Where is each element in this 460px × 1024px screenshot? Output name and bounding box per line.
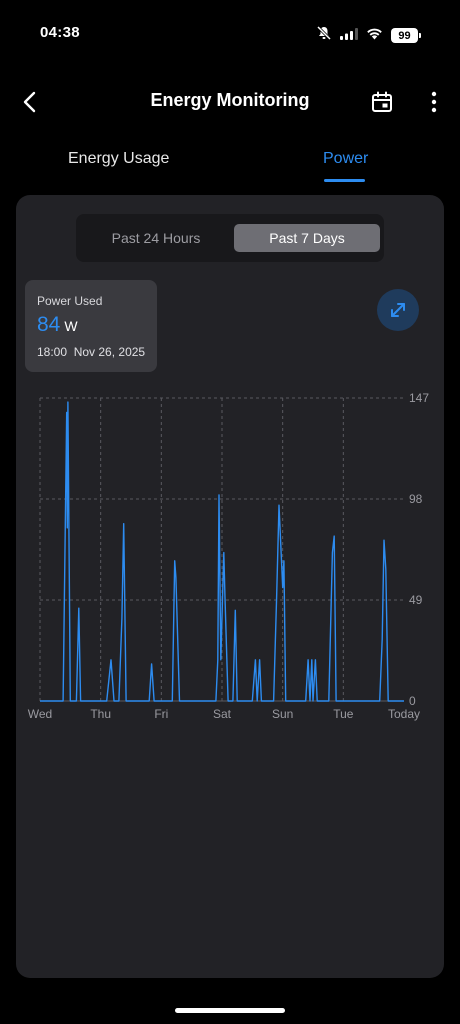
status-bar: 04:38 99 [0, 0, 460, 66]
x-tick-label: Sat [213, 707, 232, 721]
more-options-button[interactable] [422, 88, 446, 116]
x-tick-label: Tue [333, 707, 354, 721]
calendar-button[interactable] [368, 88, 396, 116]
tooltip-value-row: 84 W [37, 313, 78, 337]
battery-icon: 99 [391, 28, 421, 43]
x-tick-label: Thu [90, 707, 111, 721]
chevron-left-icon [23, 91, 36, 113]
cellular-signal-icon [340, 27, 358, 45]
tooltip-unit: W [64, 318, 78, 334]
wifi-icon [366, 27, 383, 45]
tooltip-timestamp: 18:00 Nov 26, 2025 [37, 345, 145, 359]
muted-bell-icon [316, 25, 332, 46]
range-option-24-hours[interactable]: Past 24 Hours [111, 230, 201, 246]
range-option-7-days[interactable]: Past 7 Days [234, 224, 380, 252]
power-series-line [40, 401, 404, 702]
y-tick-label: 98 [409, 492, 423, 506]
x-tick-label: Fri [154, 707, 168, 721]
power-tooltip: Power Used 84 W 18:00 Nov 26, 2025 [25, 280, 157, 372]
active-tab-indicator [324, 179, 365, 182]
tab-power[interactable]: Power [323, 150, 369, 167]
tooltip-label: Power Used [37, 294, 103, 308]
y-tick-label: 0 [409, 694, 416, 708]
power-chart[interactable]: 0 49 98 147 Wed Thu Fri Sat Sun Tue Today [16, 385, 444, 725]
expand-arrows-icon [391, 303, 405, 317]
y-tick-label: 49 [409, 593, 423, 607]
tab-energy-usage[interactable]: Energy Usage [68, 150, 170, 167]
range-selector: Past 24 Hours Past 7 Days [76, 214, 384, 262]
y-tick-label: 147 [409, 391, 429, 405]
home-indicator [175, 1008, 285, 1013]
tooltip-date: Nov 26, 2025 [73, 345, 146, 359]
x-tick-label: Today [388, 707, 420, 721]
page-title: Energy Monitoring [150, 90, 310, 110]
status-icons: 99 [316, 25, 421, 46]
tab-bar: Energy Usage Power [0, 140, 460, 188]
status-time: 04:38 [40, 24, 80, 41]
nav-bar: Energy Monitoring [0, 76, 460, 128]
tooltip-value: 84 [37, 313, 61, 336]
calendar-icon [372, 91, 392, 112]
x-tick-label: Sun [272, 707, 293, 721]
x-tick-label: Wed [28, 707, 52, 721]
vertical-ellipsis-icon [431, 91, 437, 113]
expand-chart-button[interactable] [377, 289, 419, 331]
back-button[interactable] [16, 88, 44, 116]
power-card: Past 24 Hours Past 7 Days Power Used 84 … [16, 195, 444, 978]
tooltip-time: 18:00 [37, 345, 68, 359]
